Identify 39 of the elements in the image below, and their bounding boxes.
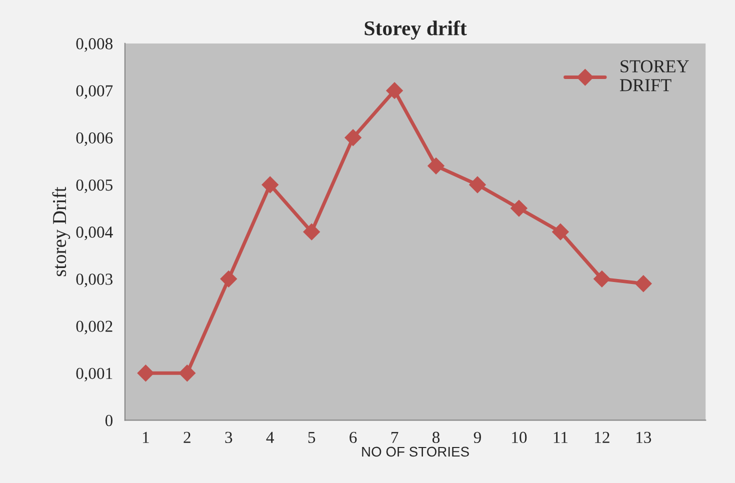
x-tick-label: 13 [636,432,652,444]
x-tick-label: 4 [266,432,274,443]
x-tick-label: 9 [474,432,481,444]
point [552,223,569,240]
point [386,82,403,99]
x-tick-label: 11 [554,432,568,443]
x-tick-label: 2 [184,432,190,443]
x-tick-label: 3 [225,432,232,444]
point [262,176,278,194]
legend-label: STOREY DRIFT [620,60,689,92]
x-tick-label: 6 [350,432,357,444]
x-tick-label: 7 [391,432,398,443]
y-tick-label: 0,002 [76,320,112,334]
x-tick-label: 5 [308,432,316,444]
y-tick-label: 0,007 [76,85,113,99]
y-tick-label: 0,006 [76,132,113,146]
point [303,223,320,240]
point [178,364,196,382]
y-tick-label: 0,008 [76,38,113,52]
point [137,364,154,382]
point [469,176,486,194]
x-tick-label: 1 [142,432,149,443]
y-tick-label: 0,004 [76,226,113,240]
y-tick-label: 0 [105,414,113,426]
point [510,200,528,217]
chart-title: Storey drift [364,20,467,40]
x-tick-label: 12 [595,432,610,443]
y-tick-label: 0,001 [76,368,112,382]
x-tick-label: 8 [432,432,440,444]
point [428,158,444,174]
x-axis-title: NO OF STORIES [362,446,469,457]
point [220,270,238,288]
x-tick-label: 10 [512,432,527,444]
point [344,129,362,146]
y-axis-title: storey Drift [52,186,70,276]
point [635,275,652,292]
y-tick-label: 0,003 [76,274,112,288]
y-tick-label: 0,005 [76,179,112,194]
point [594,270,610,288]
